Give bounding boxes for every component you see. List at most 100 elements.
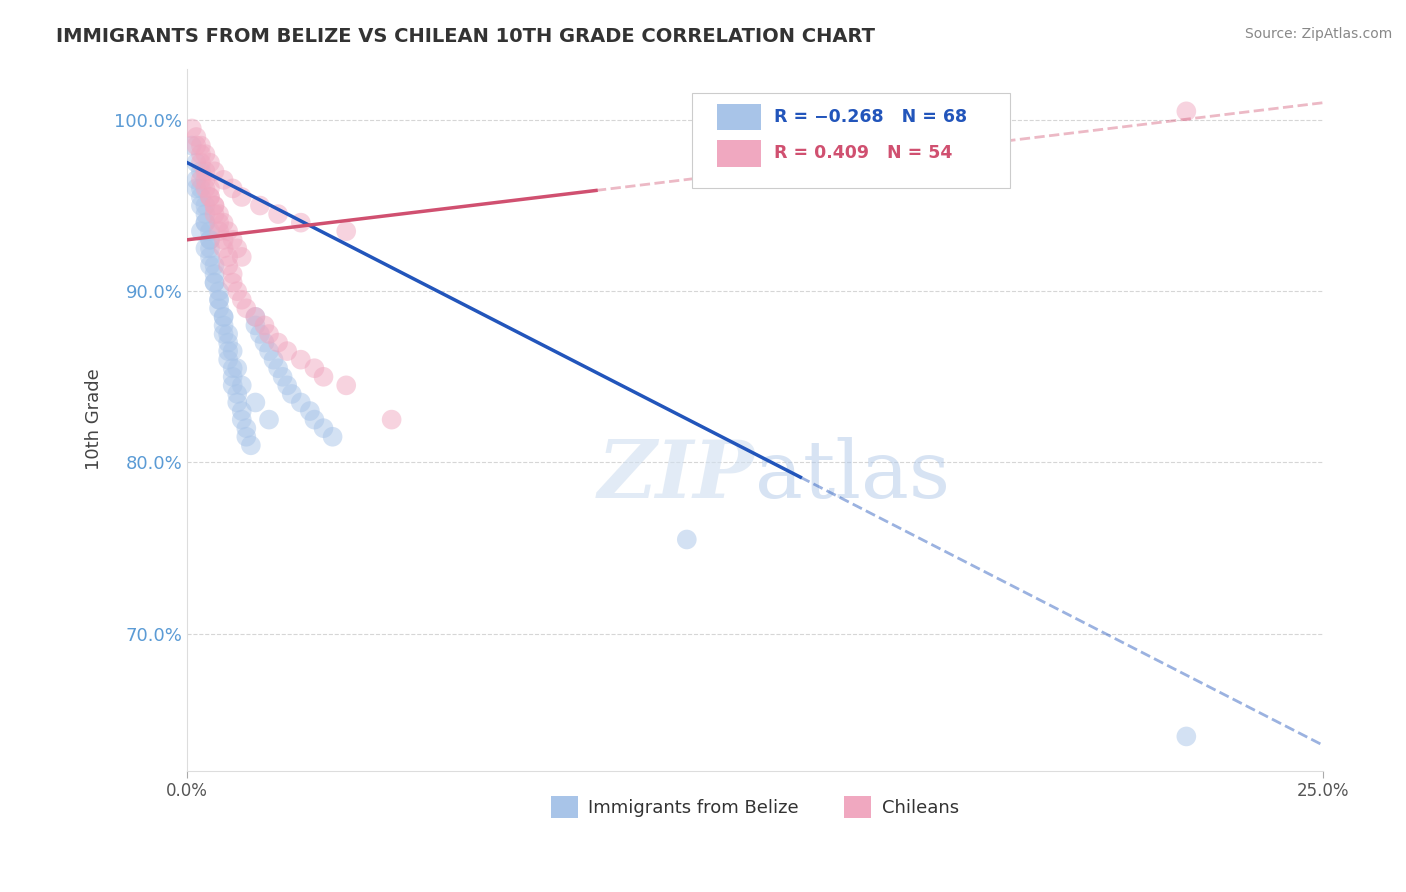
Point	[267, 361, 290, 376]
Point	[198, 190, 221, 204]
Point	[231, 293, 253, 307]
Point	[194, 216, 217, 230]
FancyBboxPatch shape	[717, 103, 761, 130]
Point	[257, 326, 280, 341]
Text: Source: ZipAtlas.com: Source: ZipAtlas.com	[1244, 27, 1392, 41]
Point	[217, 352, 239, 367]
Point	[212, 233, 235, 247]
Point	[231, 404, 253, 418]
Point	[194, 241, 217, 255]
Point	[194, 198, 217, 212]
Point	[204, 207, 226, 221]
Point	[198, 233, 221, 247]
Point	[253, 335, 276, 350]
Point	[217, 326, 239, 341]
Point	[675, 533, 697, 547]
Point	[212, 318, 235, 333]
Point	[235, 421, 257, 435]
Point	[204, 276, 226, 290]
Point	[231, 250, 253, 264]
Point	[194, 164, 217, 178]
Point	[212, 310, 235, 324]
Point	[212, 216, 235, 230]
Point	[304, 412, 326, 426]
Point	[257, 344, 280, 359]
Point	[245, 310, 267, 324]
Point	[208, 293, 231, 307]
Point	[245, 318, 267, 333]
Point	[208, 207, 231, 221]
Point	[290, 352, 312, 367]
Point	[276, 378, 298, 392]
Point	[186, 173, 208, 187]
Point	[186, 181, 208, 195]
Point	[280, 387, 302, 401]
Point	[335, 378, 357, 392]
Point	[249, 326, 271, 341]
Point	[204, 198, 226, 212]
Point	[198, 241, 221, 255]
Point	[221, 267, 243, 281]
Point	[231, 378, 253, 392]
Point	[271, 369, 294, 384]
Point	[221, 369, 243, 384]
Point	[304, 361, 326, 376]
Point	[231, 412, 253, 426]
Point	[235, 301, 257, 316]
Point	[190, 198, 212, 212]
Point	[180, 138, 202, 153]
Point	[190, 164, 212, 178]
Point	[226, 284, 249, 298]
Text: ZIP: ZIP	[598, 437, 755, 515]
Point	[212, 241, 235, 255]
FancyBboxPatch shape	[693, 93, 1011, 188]
Point	[180, 121, 202, 136]
Point	[245, 395, 267, 409]
Point	[194, 207, 217, 221]
Point	[298, 404, 321, 418]
Point	[276, 344, 298, 359]
Point	[186, 155, 208, 169]
Point	[194, 147, 217, 161]
Legend: Immigrants from Belize, Chileans: Immigrants from Belize, Chileans	[543, 789, 966, 825]
Point	[312, 369, 335, 384]
Point	[290, 395, 312, 409]
Point	[204, 267, 226, 281]
Point	[335, 224, 357, 238]
Point	[226, 387, 249, 401]
Point	[190, 147, 212, 161]
Point	[204, 198, 226, 212]
Point	[245, 310, 267, 324]
Point	[217, 259, 239, 273]
Point	[267, 335, 290, 350]
Point	[381, 412, 404, 426]
Point	[212, 310, 235, 324]
Point	[312, 421, 335, 435]
Point	[217, 224, 239, 238]
Point	[208, 224, 231, 238]
Text: IMMIGRANTS FROM BELIZE VS CHILEAN 10TH GRADE CORRELATION CHART: IMMIGRANTS FROM BELIZE VS CHILEAN 10TH G…	[56, 27, 876, 45]
Point	[198, 155, 221, 169]
Point	[208, 284, 231, 298]
Point	[194, 181, 217, 195]
Text: R = 0.409   N = 54: R = 0.409 N = 54	[775, 145, 953, 162]
Point	[221, 378, 243, 392]
Point	[217, 250, 239, 264]
Point	[267, 207, 290, 221]
Point	[198, 250, 221, 264]
Point	[212, 326, 235, 341]
Point	[186, 138, 208, 153]
Point	[204, 259, 226, 273]
Point	[194, 173, 217, 187]
FancyBboxPatch shape	[717, 140, 761, 167]
Point	[226, 395, 249, 409]
Point	[217, 344, 239, 359]
Text: atlas: atlas	[755, 437, 950, 515]
Point	[1175, 104, 1198, 119]
Point	[190, 173, 212, 187]
Point	[226, 241, 249, 255]
Point	[221, 344, 243, 359]
Y-axis label: 10th Grade: 10th Grade	[86, 368, 103, 470]
Point	[221, 276, 243, 290]
Point	[231, 190, 253, 204]
